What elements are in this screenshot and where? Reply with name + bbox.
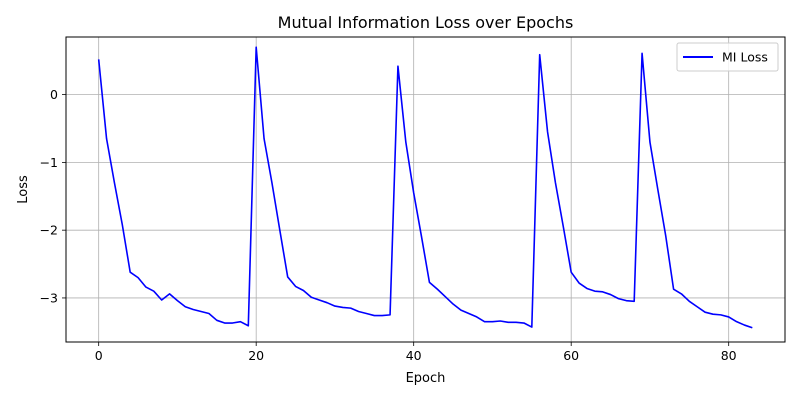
x-tick-label: 80	[721, 348, 737, 363]
x-tick-label: 0	[95, 348, 103, 363]
x-tick-label: 20	[248, 348, 264, 363]
y-axis-label: Loss	[16, 175, 31, 204]
grid-lines	[66, 37, 785, 342]
plot-frame	[65, 36, 786, 343]
series-layer	[97, 46, 753, 329]
legend-label: MI Loss	[722, 50, 768, 65]
legend-box	[676, 42, 779, 72]
legend: MI Loss	[676, 42, 779, 72]
series-line-mi-loss	[97, 46, 753, 329]
chart-title: Mutual Information Loss over Epochs	[278, 13, 574, 32]
y-tick-label: 0	[50, 87, 58, 102]
axis-ticks: 0 20 40 60 80 0 −1 −2 −3	[40, 87, 737, 363]
x-tick-label: 60	[563, 348, 579, 363]
x-axis-label: Epoch	[406, 371, 446, 386]
x-tick-label: 40	[406, 348, 422, 363]
y-tick-label: −3	[40, 290, 58, 305]
y-tick-label: −2	[40, 223, 58, 238]
y-tick-label: −1	[40, 155, 58, 170]
